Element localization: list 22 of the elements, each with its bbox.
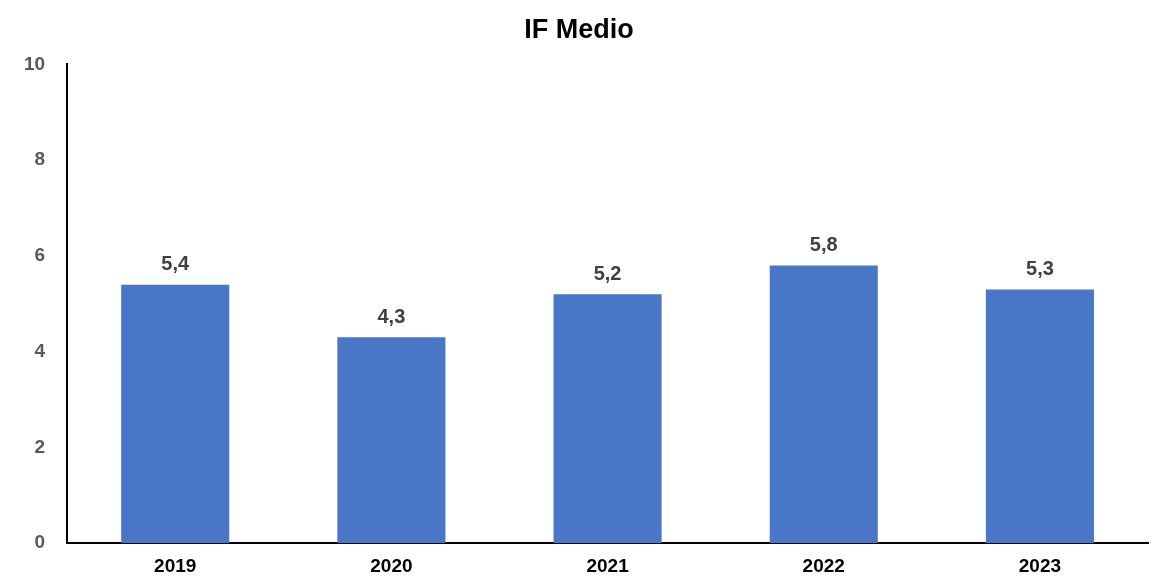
data-label: 5,4 — [161, 252, 190, 275]
data-label: 5,3 — [1026, 256, 1054, 279]
y-tick-label: 10 — [23, 52, 46, 74]
bar — [985, 289, 1094, 544]
x-tick-label: 2019 — [154, 554, 197, 576]
y-tick-label: 8 — [34, 148, 46, 170]
x-tick-label: 2022 — [802, 554, 845, 576]
x-tick-label: 2023 — [1018, 554, 1062, 576]
data-label: 5,8 — [809, 233, 838, 256]
bar — [553, 294, 662, 544]
chart-title: IF Medio — [524, 13, 634, 44]
bar — [337, 337, 446, 544]
x-tick-label: 2021 — [586, 554, 630, 576]
bar — [121, 284, 230, 544]
y-tick-label: 4 — [34, 339, 46, 361]
data-label: 4,3 — [377, 304, 406, 327]
data-label: 5,2 — [593, 261, 622, 284]
y-tick-label: 0 — [34, 531, 46, 553]
x-tick-label: 2020 — [370, 554, 413, 576]
bar — [769, 265, 878, 544]
y-tick-label: 6 — [34, 244, 46, 266]
y-tick-label: 2 — [34, 435, 46, 457]
